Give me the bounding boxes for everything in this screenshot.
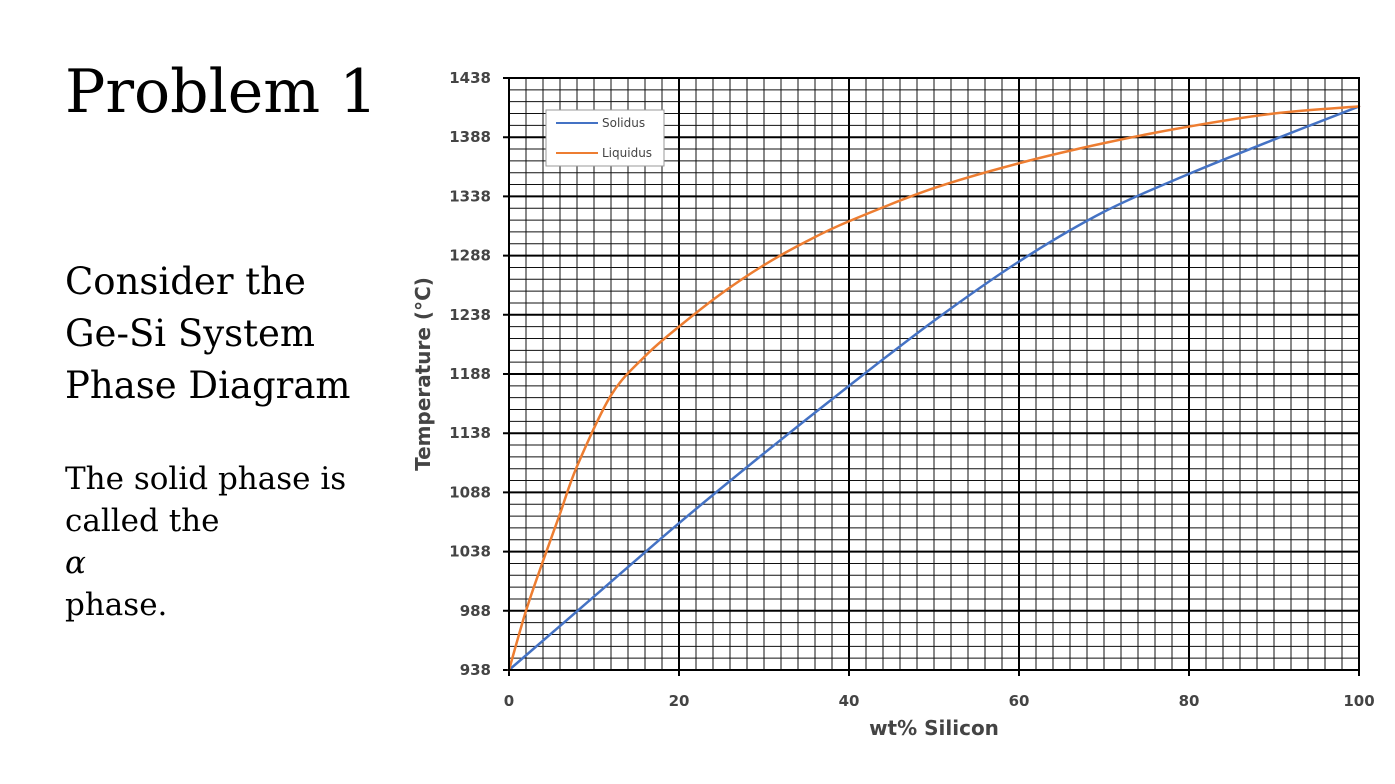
y-tick-label: 1088 bbox=[449, 483, 491, 501]
note-line-2-text: called the bbox=[65, 503, 220, 539]
alpha-symbol: α bbox=[65, 545, 86, 581]
y-tick-label: 1338 bbox=[449, 187, 491, 205]
y-tick-label: 1038 bbox=[449, 543, 491, 561]
subtitle-line-1: Consider the bbox=[65, 260, 306, 303]
y-tick-label: 1438 bbox=[449, 69, 491, 87]
series-line-solidus bbox=[507, 105, 1361, 672]
y-tick-label: 1288 bbox=[449, 247, 491, 265]
note-line-1: The solid phase is bbox=[65, 461, 347, 497]
series-line-liquidus bbox=[507, 105, 1361, 672]
x-tick-label: 80 bbox=[1179, 692, 1200, 710]
y-tick-label: 1388 bbox=[449, 128, 491, 146]
solid-phase-note: The solid phase is called the α phase. bbox=[65, 458, 346, 626]
x-tick-label: 40 bbox=[839, 692, 860, 710]
y-tick-label: 1138 bbox=[449, 424, 491, 442]
x-tick-label: 60 bbox=[1009, 692, 1030, 710]
x-tick-label: 0 bbox=[504, 692, 514, 710]
x-axis-title: wt% Silicon bbox=[869, 716, 999, 740]
major-gridlines bbox=[503, 77, 1360, 676]
y-tick-label: 1188 bbox=[449, 365, 491, 383]
plot-border bbox=[508, 77, 1360, 671]
subtitle-line-3: Phase Diagram bbox=[65, 364, 351, 407]
note-line-2: called the α bbox=[65, 500, 346, 584]
series-layer bbox=[507, 105, 1361, 672]
legend: Solidus Liquidus bbox=[545, 109, 665, 167]
legend-label-solidus: Solidus bbox=[602, 116, 645, 130]
note-line-3: phase. bbox=[65, 587, 168, 623]
y-tick-label: 1238 bbox=[449, 306, 491, 324]
x-tick-label: 20 bbox=[669, 692, 690, 710]
y-tick-labels: 938 988 1038 1088 1138 1188 1238 1288 1338 1388 14… bbox=[449, 69, 491, 679]
x-tick-label: 100 bbox=[1343, 692, 1374, 710]
subtitle-line-2: Ge-Si System bbox=[65, 312, 315, 355]
y-tick-label: 938 bbox=[460, 661, 491, 679]
legend-label-liquidus: Liquidus bbox=[602, 146, 652, 160]
slide-title: Problem 1 bbox=[65, 57, 378, 127]
legend-box bbox=[545, 109, 665, 167]
slide-subtitle: Consider the Ge-Si System Phase Diagram bbox=[65, 256, 351, 412]
y-tick-label: 988 bbox=[460, 602, 491, 620]
y-axis-title: Temperature (°C) bbox=[411, 277, 435, 471]
x-tick-labels: 0 20 40 60 80 100 bbox=[504, 692, 1375, 710]
